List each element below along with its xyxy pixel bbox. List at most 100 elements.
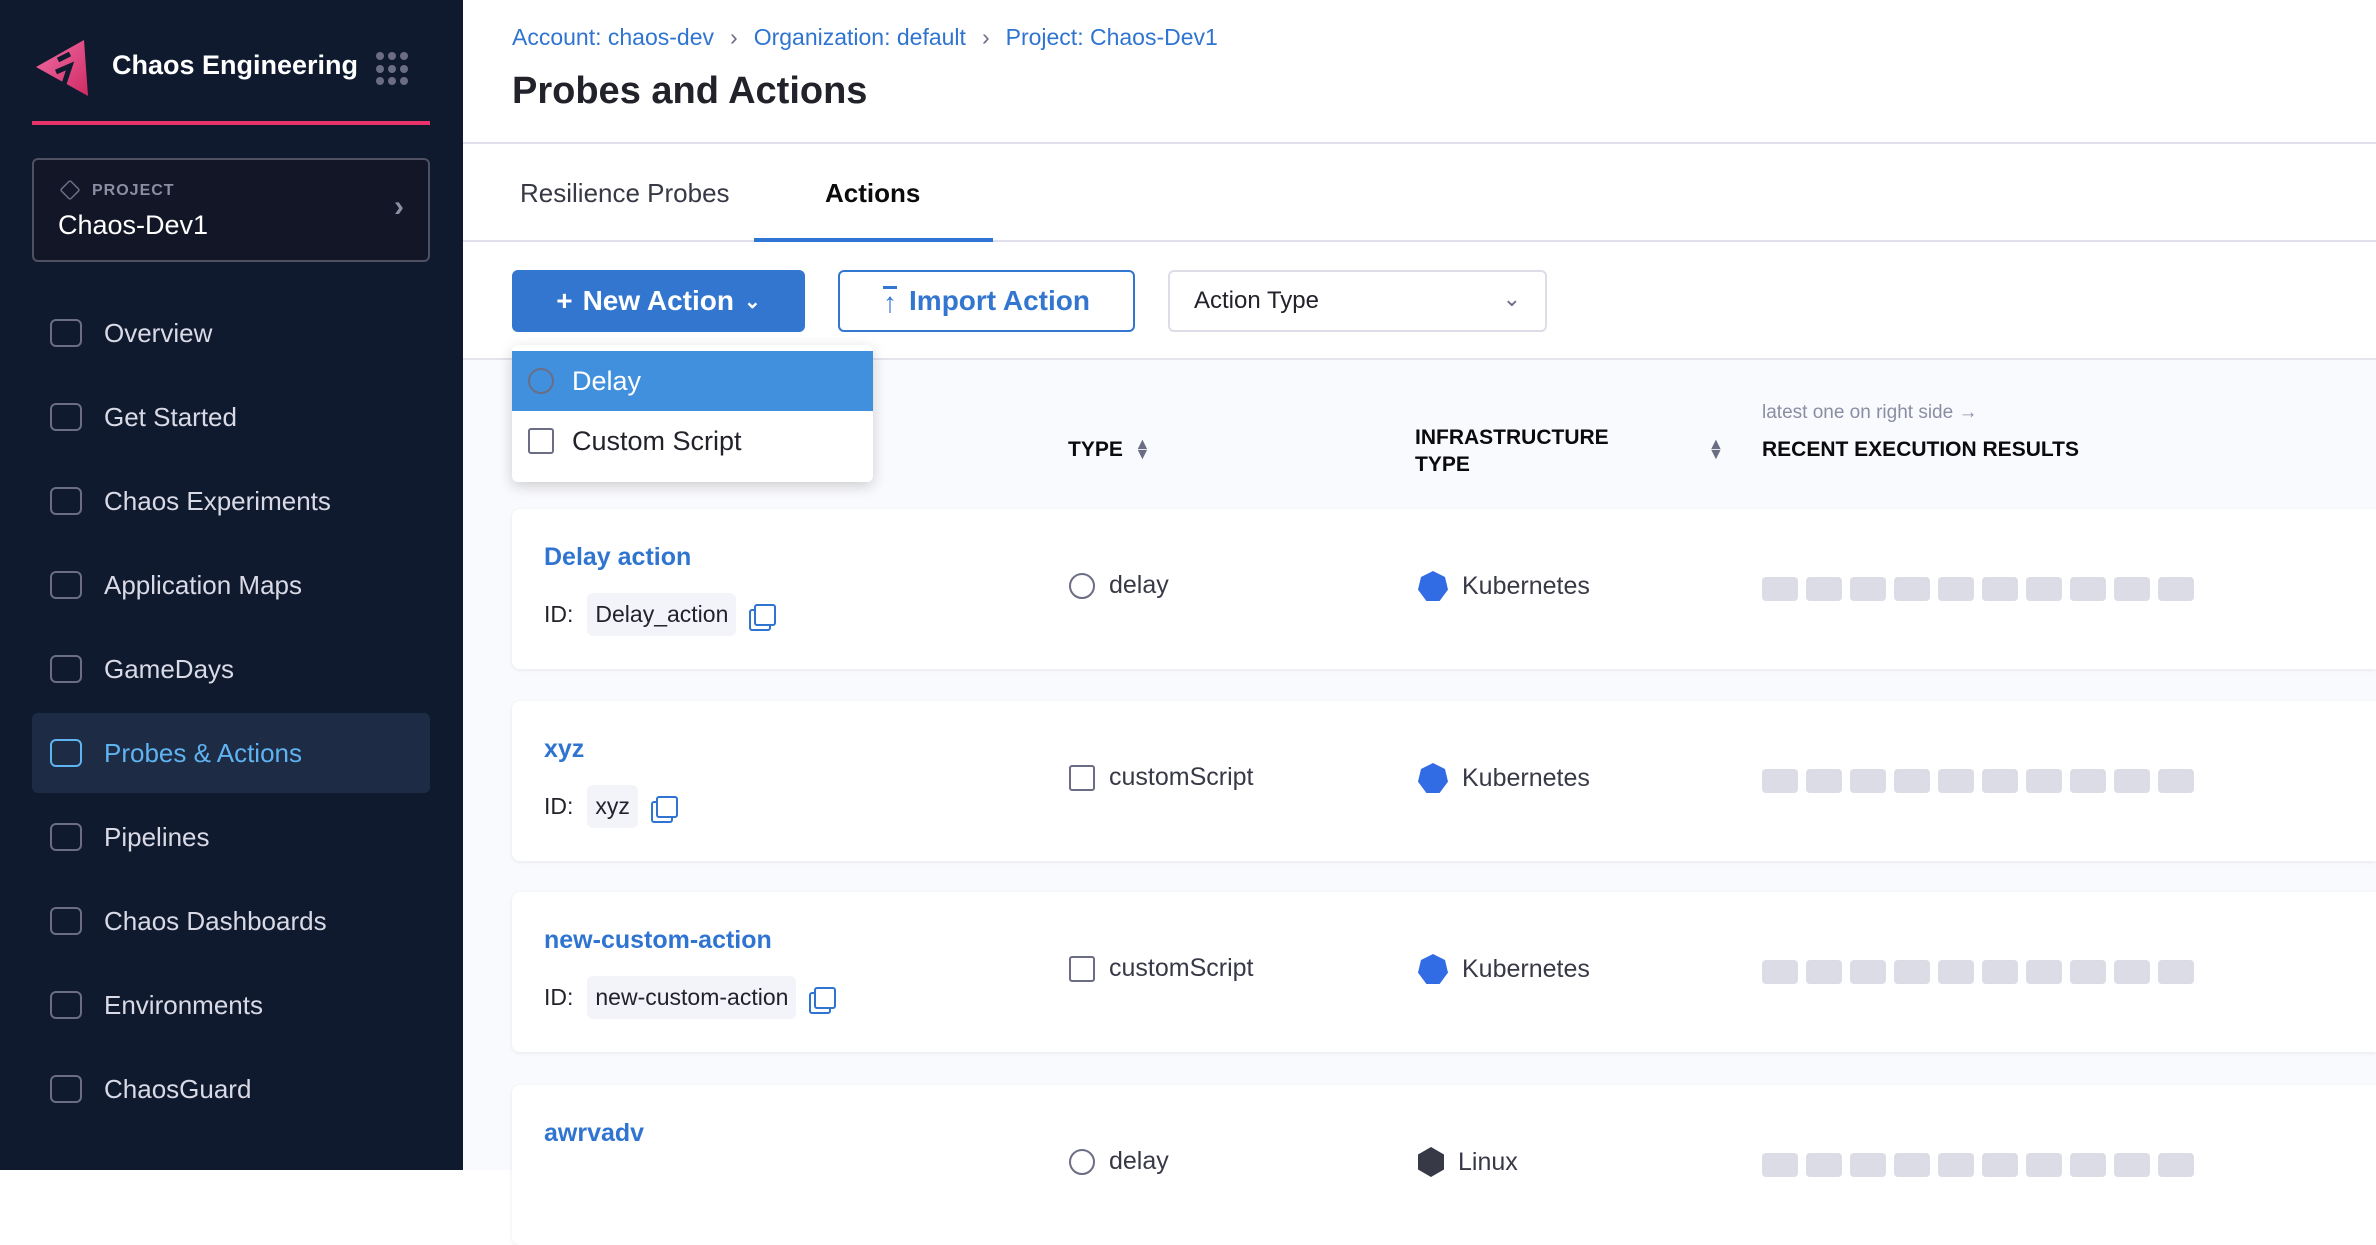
execution-result-placeholder: [1894, 1153, 1930, 1177]
table-header: TYPE ▲ ▼ INFRASTRUCTURE TYPE ▲ ▼ latest on…: [463, 360, 2376, 508]
infra-value: Kubernetes: [1462, 954, 1590, 983]
menu-item-custom-script[interactable]: Custom Script: [512, 411, 873, 471]
sidebar: Chaos Engineering PROJECT Chaos-Dev1 › O…: [0, 0, 463, 1170]
copy-icon[interactable]: [655, 795, 678, 818]
column-type[interactable]: TYPE ▲ ▼: [1068, 436, 1151, 464]
copy-icon[interactable]: [814, 986, 837, 1009]
action-type: delay: [1069, 571, 1169, 600]
infra-value: Linux: [1458, 1147, 1518, 1176]
type-value: delay: [1109, 1147, 1169, 1175]
sidebar-item-label: ChaosGuard: [104, 1073, 252, 1104]
breadcrumb: Account: chaos-dev › Organization: defaul…: [512, 24, 1218, 51]
id-label: ID:: [544, 793, 574, 819]
execution-result-placeholder: [2026, 769, 2062, 793]
dashboard-icon: [50, 907, 82, 935]
sidebar-item-environments[interactable]: Environments: [32, 965, 430, 1045]
table-row[interactable]: new-custom-action ID: new-custom-action cus…: [512, 892, 2376, 1052]
execution-result-placeholder: [2158, 960, 2194, 984]
tab-resilience-probes[interactable]: Resilience Probes: [520, 178, 730, 208]
terminal-icon: [1069, 764, 1095, 791]
execution-result-placeholder: [1762, 577, 1798, 601]
action-id: ID: Delay_action: [544, 593, 777, 636]
infra-value: Kubernetes: [1462, 571, 1590, 600]
new-action-label: New Action: [582, 285, 734, 316]
copy-icon[interactable]: [754, 603, 777, 626]
breadcrumb-project[interactable]: Project: Chaos-Dev1: [1005, 24, 1218, 50]
import-action-button[interactable]: ↑ Import Action: [838, 270, 1135, 332]
sidebar-item-chaosguard[interactable]: ChaosGuard: [32, 1049, 430, 1129]
table-row[interactable]: awrvadv delay Linux: [512, 1085, 2376, 1245]
execution-result-placeholder: [2070, 960, 2106, 984]
chevron-right-icon: ›: [730, 24, 738, 50]
sidebar-nav: Overview Get Started Chaos Experiments Appl…: [32, 293, 430, 1133]
new-action-button[interactable]: + New Action ⌄: [512, 270, 805, 332]
get-started-icon: [50, 403, 82, 431]
sidebar-item-pipelines[interactable]: Pipelines: [32, 797, 430, 877]
execution-result-placeholder: [1894, 577, 1930, 601]
breadcrumb-account[interactable]: Account: chaos-dev: [512, 24, 715, 50]
action-name-link[interactable]: awrvadv: [544, 1119, 645, 1147]
execution-result-placeholder: [1938, 577, 1974, 601]
column-type-label: TYPE: [1068, 438, 1123, 461]
home-icon: [50, 319, 82, 347]
infrastructure-type: Linux: [1418, 1147, 1518, 1177]
app-switcher-icon[interactable]: [376, 52, 410, 86]
project-selector[interactable]: PROJECT Chaos-Dev1 ›: [32, 158, 430, 262]
new-action-dropdown-menu: Delay Custom Script: [512, 345, 873, 482]
sidebar-item-label: Probes & Actions: [104, 737, 302, 768]
recent-execution-results: [1762, 1153, 2194, 1177]
breadcrumb-organization[interactable]: Organization: default: [753, 24, 966, 50]
probe-icon: [50, 739, 82, 767]
execution-result-placeholder: [1982, 1153, 2018, 1177]
execution-result-placeholder: [1938, 769, 1974, 793]
execution-result-placeholder: [1938, 1153, 1974, 1177]
action-name-link[interactable]: xyz: [544, 735, 585, 763]
app-title: Chaos Engineering: [112, 50, 359, 80]
brand-divider: [32, 121, 430, 125]
sort-icon[interactable]: ▲ ▼: [1708, 436, 1724, 464]
execution-result-placeholder: [1762, 960, 1798, 984]
kubernetes-icon: [1418, 954, 1448, 984]
execution-result-placeholder: [2114, 769, 2150, 793]
sidebar-item-application-maps[interactable]: Application Maps: [32, 545, 430, 625]
sidebar-item-label: Pipelines: [104, 821, 210, 852]
action-id: ID: new-custom-action: [544, 976, 837, 1019]
action-type-select[interactable]: Action Type ⌄: [1168, 270, 1547, 332]
main-content: Account: chaos-dev › Organization: defaul…: [463, 0, 2376, 1245]
sidebar-item-gamedays[interactable]: GameDays: [32, 629, 430, 709]
sidebar-item-label: Application Maps: [104, 569, 302, 600]
execution-result-placeholder: [1894, 960, 1930, 984]
table-row[interactable]: Delay action ID: Delay_action delay Kubernet…: [512, 509, 2376, 669]
menu-item-delay[interactable]: Delay: [512, 351, 873, 411]
infrastructure-type: Kubernetes: [1418, 571, 1590, 601]
execution-result-placeholder: [2026, 577, 2062, 601]
execution-result-placeholder: [1762, 769, 1798, 793]
sidebar-item-chaos-experiments[interactable]: Chaos Experiments: [32, 461, 430, 541]
upload-icon: ↑: [883, 285, 898, 318]
action-name-link[interactable]: new-custom-action: [544, 926, 772, 954]
action-name-link[interactable]: Delay action: [544, 543, 692, 571]
sidebar-item-get-started[interactable]: Get Started: [32, 377, 430, 457]
sort-icon[interactable]: ▲ ▼: [1134, 436, 1151, 464]
tab-bar: Resilience Probes Actions: [463, 144, 2376, 242]
table-row[interactable]: xyz ID: xyz customScript Kubernetes: [512, 701, 2376, 861]
sidebar-item-label: Overview: [104, 317, 213, 348]
project-label: PROJECT: [92, 182, 175, 199]
cube-icon: [59, 179, 81, 201]
plus-icon: +: [556, 285, 573, 316]
execution-result-placeholder: [2114, 960, 2150, 984]
id-value: new-custom-action: [587, 976, 797, 1019]
chevron-down-icon: ⌄: [744, 290, 761, 313]
sidebar-item-chaos-dashboards[interactable]: Chaos Dashboards: [32, 881, 430, 961]
action-type: delay: [1069, 1147, 1169, 1176]
execution-result-placeholder: [2070, 577, 2106, 601]
tab-actions[interactable]: Actions: [825, 178, 921, 208]
sidebar-item-overview[interactable]: Overview: [32, 293, 430, 373]
import-action-label: Import Action: [909, 285, 1090, 316]
sidebar-item-label: Chaos Experiments: [104, 485, 331, 516]
menu-item-label: Delay: [572, 365, 642, 396]
recent-hint: latest one on right side →: [1762, 402, 1978, 423]
sidebar-item-probes-actions[interactable]: Probes & Actions: [32, 713, 430, 793]
actions-table: TYPE ▲ ▼ INFRASTRUCTURE TYPE ▲ ▼ latest on…: [463, 360, 2376, 1245]
chevron-down-icon: ⌄: [1502, 286, 1521, 311]
